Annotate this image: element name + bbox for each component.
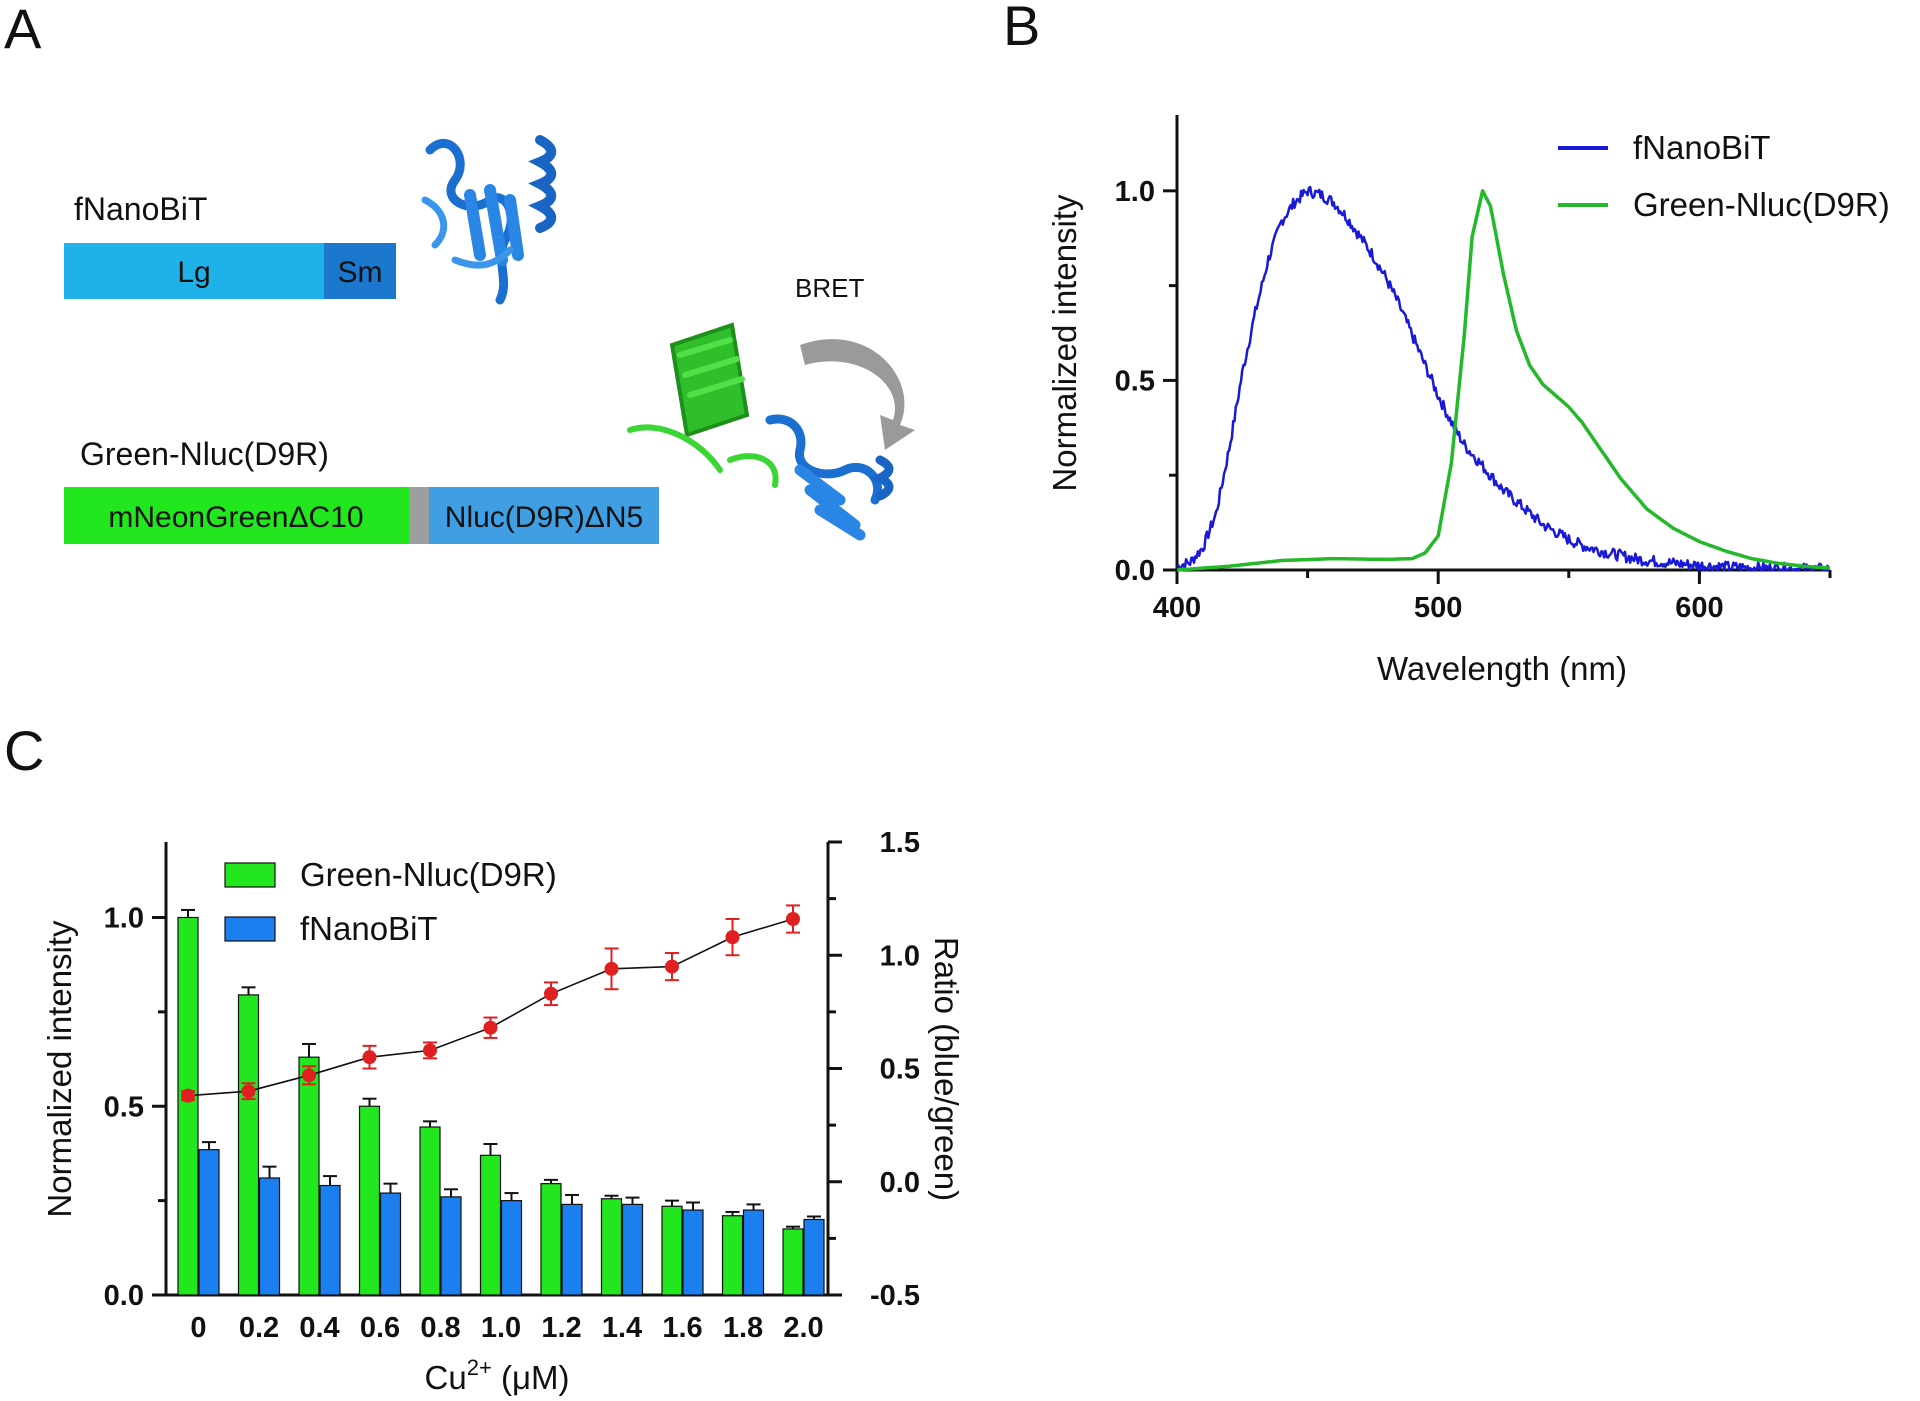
x-tick-label: 0.4 [299, 1312, 339, 1344]
bar-fnanobit [561, 1203, 583, 1296]
panel-label-a: A [4, 0, 42, 60]
y-tick-label: 0.0 [1115, 555, 1155, 587]
x-axis-title: Cu2+ (μM) [425, 1355, 570, 1396]
legend-swatch [224, 916, 276, 942]
green-nluc-structure-image [627, 322, 894, 541]
panel-label-b: B [1003, 0, 1040, 57]
legend-label: Green-Nluc(D9R) [1633, 186, 1890, 223]
legend-label: fNanoBiT [1633, 129, 1771, 166]
fnanobit-structure-image [421, 135, 557, 305]
ratio-point [786, 912, 800, 927]
ratio-point [181, 1088, 195, 1103]
construct1-name: fNanoBiT [74, 191, 207, 227]
lg-segment-label: Lg [177, 256, 210, 289]
bar-fnanobit [682, 1209, 704, 1296]
x-tick-label: 1.2 [541, 1312, 581, 1344]
ratio-point [544, 986, 558, 1001]
bar-fnanobit [319, 1184, 341, 1296]
ratio-point [241, 1084, 256, 1099]
bar-green-nluc [298, 1056, 320, 1296]
x-tick-label: 1.8 [723, 1312, 763, 1344]
bar-green-nluc [358, 1105, 381, 1296]
nluc-segment [429, 487, 659, 544]
ratio-point [423, 1043, 437, 1058]
y-tick-label: 1.0 [104, 903, 144, 935]
bret-arrow-icon [800, 339, 915, 450]
mneongreen-segment [64, 487, 409, 544]
x-tick-label: 1.4 [602, 1312, 642, 1344]
y2-tick-label: 1.0 [880, 940, 920, 972]
x-tick-label: 2.0 [783, 1312, 823, 1344]
bar-green-nluc [419, 1126, 441, 1296]
ratio-line [187, 918, 794, 1097]
ratio-point [302, 1068, 316, 1083]
y-axis-title: Normalized intensity [1046, 194, 1083, 492]
x-axis-title-unit: (μM) [492, 1359, 570, 1396]
x-axis-title: Wavelength (nm) [1377, 650, 1627, 687]
copper-bar-chart: 0.0 0.5 1.0 -0.5 0.0 0.5 1.0 1.5 0 0.2 0.4 0.6 0.8 1.… [41, 827, 965, 1396]
bar-fnanobit [742, 1209, 765, 1296]
y-tick-label: 1.0 [1115, 176, 1155, 208]
bret-label: BRET [795, 273, 864, 303]
x-tick-label: 500 [1414, 592, 1462, 624]
bar-fnanobit [258, 1177, 281, 1296]
x-tick-label: 1.6 [662, 1312, 702, 1344]
lg-segment [64, 243, 324, 299]
x-tick-label: 0.2 [239, 1312, 279, 1344]
legend-label: Green-Nluc(D9R) [300, 856, 557, 893]
y2-tick-label: 0.5 [880, 1054, 920, 1086]
x-axis-title-sup: 2+ [467, 1355, 492, 1380]
x-tick-label: 0 [190, 1312, 206, 1344]
bar-fnanobit [803, 1218, 825, 1296]
x-axis-title-main: Cu [425, 1359, 467, 1396]
ratio-point [362, 1050, 377, 1065]
linker-segment [409, 487, 429, 544]
x-tick-label: 600 [1675, 592, 1723, 624]
bar-fnanobit [500, 1200, 523, 1296]
bar-fnanobit [379, 1192, 402, 1296]
bar-fnanobit [621, 1203, 644, 1296]
ratio-point [725, 930, 740, 945]
spectrum-chart: 0.0 0.5 1.0 400 500 600 Wavelength (nm) Normali… [1046, 115, 1890, 687]
bar-green-nluc [600, 1198, 623, 1296]
ratio-point [483, 1020, 498, 1035]
bar-green-nluc [540, 1183, 562, 1296]
legend-swatch [224, 862, 276, 888]
x-tick-label: 0.8 [420, 1312, 460, 1344]
mneongreen-segment-label: mNeonGreenΔC10 [108, 501, 363, 534]
bar-green-nluc [479, 1154, 502, 1296]
bar-green-nluc [782, 1228, 804, 1296]
y-tick-label: 0.5 [1115, 365, 1155, 397]
y-axis-title: Normalized intensity [41, 920, 78, 1218]
ratio-point [604, 961, 619, 976]
y-tick-label: 0.5 [104, 1091, 144, 1123]
x-tick-label: 0.6 [360, 1312, 400, 1344]
bar-green-nluc [177, 916, 199, 1296]
x-tick-label: 400 [1153, 592, 1201, 624]
nluc-segment-label: Nluc(D9R)ΔN5 [445, 501, 643, 534]
bar-fnanobit [198, 1149, 220, 1296]
y2-axis-title: Ratio (blue/green) [928, 937, 965, 1201]
y2-tick-label: 0.0 [880, 1167, 920, 1199]
y-tick-label: 0.0 [104, 1280, 144, 1312]
bar-green-nluc [237, 994, 260, 1296]
y2-tick-label: -0.5 [870, 1280, 920, 1312]
construct2-name: Green-Nluc(D9R) [80, 436, 329, 472]
ratio-point [665, 959, 679, 974]
legend-label: fNanoBiT [300, 910, 438, 947]
panel-label-c: C [4, 719, 44, 782]
series-line-green-nluc [1176, 189, 1831, 572]
sm-segment-label: Sm [338, 256, 383, 289]
x-tick-label: 1.0 [481, 1312, 521, 1344]
bar-green-nluc [661, 1205, 683, 1296]
bar-fnanobit [440, 1196, 462, 1296]
y2-tick-label: 1.5 [880, 827, 920, 859]
series-line-fnanobit [1176, 185, 1830, 572]
bar-green-nluc [721, 1215, 744, 1296]
sm-segment [324, 243, 396, 299]
